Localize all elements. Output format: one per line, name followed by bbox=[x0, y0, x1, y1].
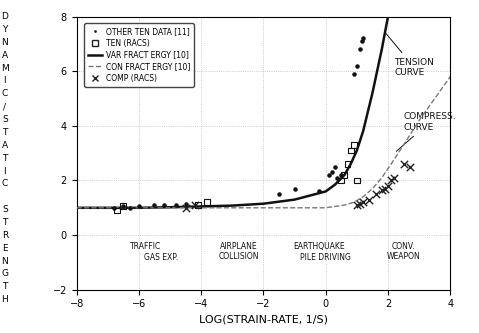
Point bbox=[347, 148, 354, 153]
Point bbox=[113, 208, 121, 213]
Text: A: A bbox=[2, 141, 8, 150]
Point bbox=[328, 169, 336, 175]
Point bbox=[365, 197, 373, 202]
Text: I: I bbox=[3, 166, 6, 175]
Legend: OTHER TEN DATA [11], TEN (RACS), VAR FRACT ERGY [10], CON FRACT ERGY [10], COMP : OTHER TEN DATA [11], TEN (RACS), VAR FRA… bbox=[84, 23, 194, 87]
Point bbox=[150, 202, 158, 208]
Text: EARTHQUAKE: EARTHQUAKE bbox=[294, 242, 345, 251]
Point bbox=[119, 204, 127, 209]
Text: /: / bbox=[3, 102, 6, 111]
Point bbox=[325, 172, 332, 178]
Point bbox=[275, 191, 283, 197]
Point bbox=[204, 200, 211, 205]
Text: CONV.
WEAPON: CONV. WEAPON bbox=[387, 242, 421, 261]
Point bbox=[316, 189, 323, 194]
Point bbox=[172, 202, 180, 208]
Text: GAS EXP.: GAS EXP. bbox=[144, 253, 178, 262]
Point bbox=[378, 187, 386, 193]
Point bbox=[135, 204, 143, 209]
Point bbox=[341, 172, 348, 178]
Text: H: H bbox=[1, 295, 8, 304]
Text: N: N bbox=[1, 257, 8, 266]
Text: T: T bbox=[2, 128, 8, 137]
X-axis label: LOG(STRAIN-RATE, 1/S): LOG(STRAIN-RATE, 1/S) bbox=[199, 315, 328, 325]
Text: C: C bbox=[1, 179, 8, 188]
Text: S: S bbox=[2, 205, 8, 214]
Text: T: T bbox=[2, 154, 8, 163]
Point bbox=[358, 39, 365, 44]
Point bbox=[125, 205, 133, 210]
Point bbox=[353, 202, 361, 208]
Point bbox=[390, 175, 398, 180]
Point bbox=[356, 201, 364, 206]
Point bbox=[337, 172, 345, 178]
Point bbox=[353, 63, 361, 69]
Point bbox=[344, 162, 352, 167]
Point bbox=[381, 186, 389, 191]
Text: AIRPLANE
COLLISION: AIRPLANE COLLISION bbox=[218, 242, 259, 261]
Text: M: M bbox=[1, 64, 9, 73]
Text: A: A bbox=[2, 51, 8, 60]
Text: TRAFFIC: TRAFFIC bbox=[129, 242, 161, 251]
Point bbox=[119, 204, 127, 209]
Point bbox=[331, 164, 339, 169]
Point bbox=[110, 205, 118, 210]
Point bbox=[387, 178, 395, 183]
Point bbox=[350, 71, 357, 77]
Text: COMPRESS.
CURVE: COMPRESS. CURVE bbox=[396, 112, 456, 152]
Point bbox=[359, 200, 367, 205]
Text: S: S bbox=[2, 115, 8, 124]
Text: Y: Y bbox=[2, 25, 8, 34]
Point bbox=[182, 205, 190, 210]
Point bbox=[359, 36, 367, 41]
Point bbox=[372, 191, 379, 197]
Point bbox=[406, 164, 414, 169]
Point bbox=[194, 202, 202, 208]
Point bbox=[160, 202, 168, 208]
Point bbox=[182, 201, 190, 206]
Text: N: N bbox=[1, 38, 8, 47]
Text: E: E bbox=[2, 244, 8, 253]
Text: G: G bbox=[1, 269, 8, 278]
Text: D: D bbox=[1, 12, 8, 21]
Point bbox=[350, 142, 357, 148]
Point bbox=[356, 47, 364, 52]
Point bbox=[191, 202, 199, 208]
Text: T: T bbox=[2, 282, 8, 291]
Text: PILE DRIVING: PILE DRIVING bbox=[300, 253, 351, 262]
Point bbox=[384, 183, 392, 188]
Text: I: I bbox=[3, 77, 6, 86]
Point bbox=[333, 175, 341, 180]
Text: C: C bbox=[1, 89, 8, 98]
Point bbox=[353, 178, 361, 183]
Text: TENSION
CURVE: TENSION CURVE bbox=[385, 32, 434, 77]
Text: T: T bbox=[2, 218, 8, 227]
Text: R: R bbox=[1, 231, 8, 240]
Point bbox=[337, 178, 345, 183]
Point bbox=[291, 186, 298, 191]
Point bbox=[399, 162, 407, 167]
